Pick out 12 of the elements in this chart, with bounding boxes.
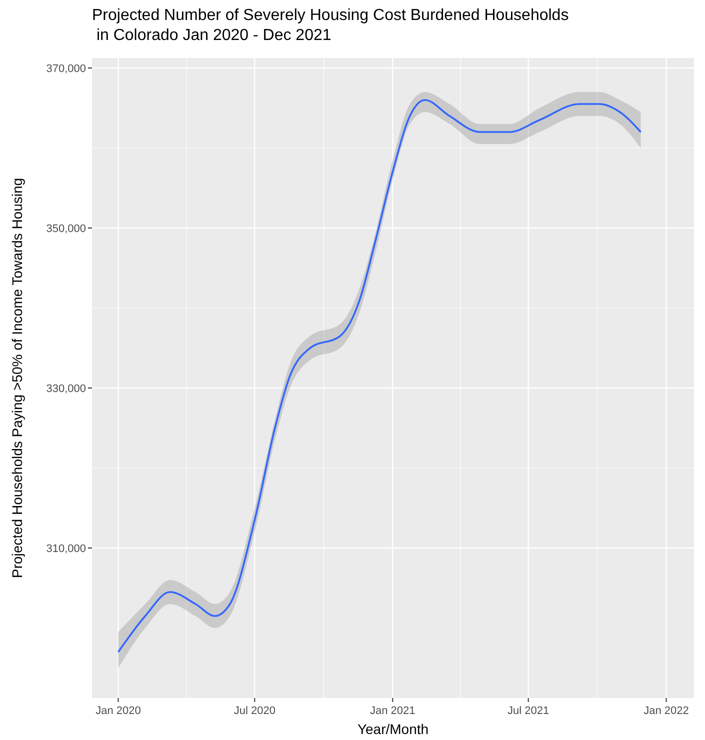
x-tick-label: Jul 2021 [508, 705, 550, 717]
y-tick-label: 330,000 [46, 382, 86, 395]
y-tick-label: 310,000 [46, 542, 86, 555]
y-tick-label: 370,000 [46, 62, 86, 75]
x-axis-title: Year/Month [357, 721, 429, 737]
y-axis-title: Projected Households Paying >50% of Income Towards Housing [9, 178, 25, 578]
x-tick-label: Jan 2020 [96, 705, 141, 717]
y-tick-label: 350,000 [46, 222, 86, 235]
x-tick-label: Jan 2021 [370, 705, 416, 717]
x-tick-label: Jul 2020 [234, 705, 276, 717]
x-tick-label: Jan 2022 [644, 705, 689, 717]
chart-title: Projected Number of Severely Housing Cost Burdened Households in Colorado Jan 2020 - Dec 2021 [92, 7, 569, 44]
